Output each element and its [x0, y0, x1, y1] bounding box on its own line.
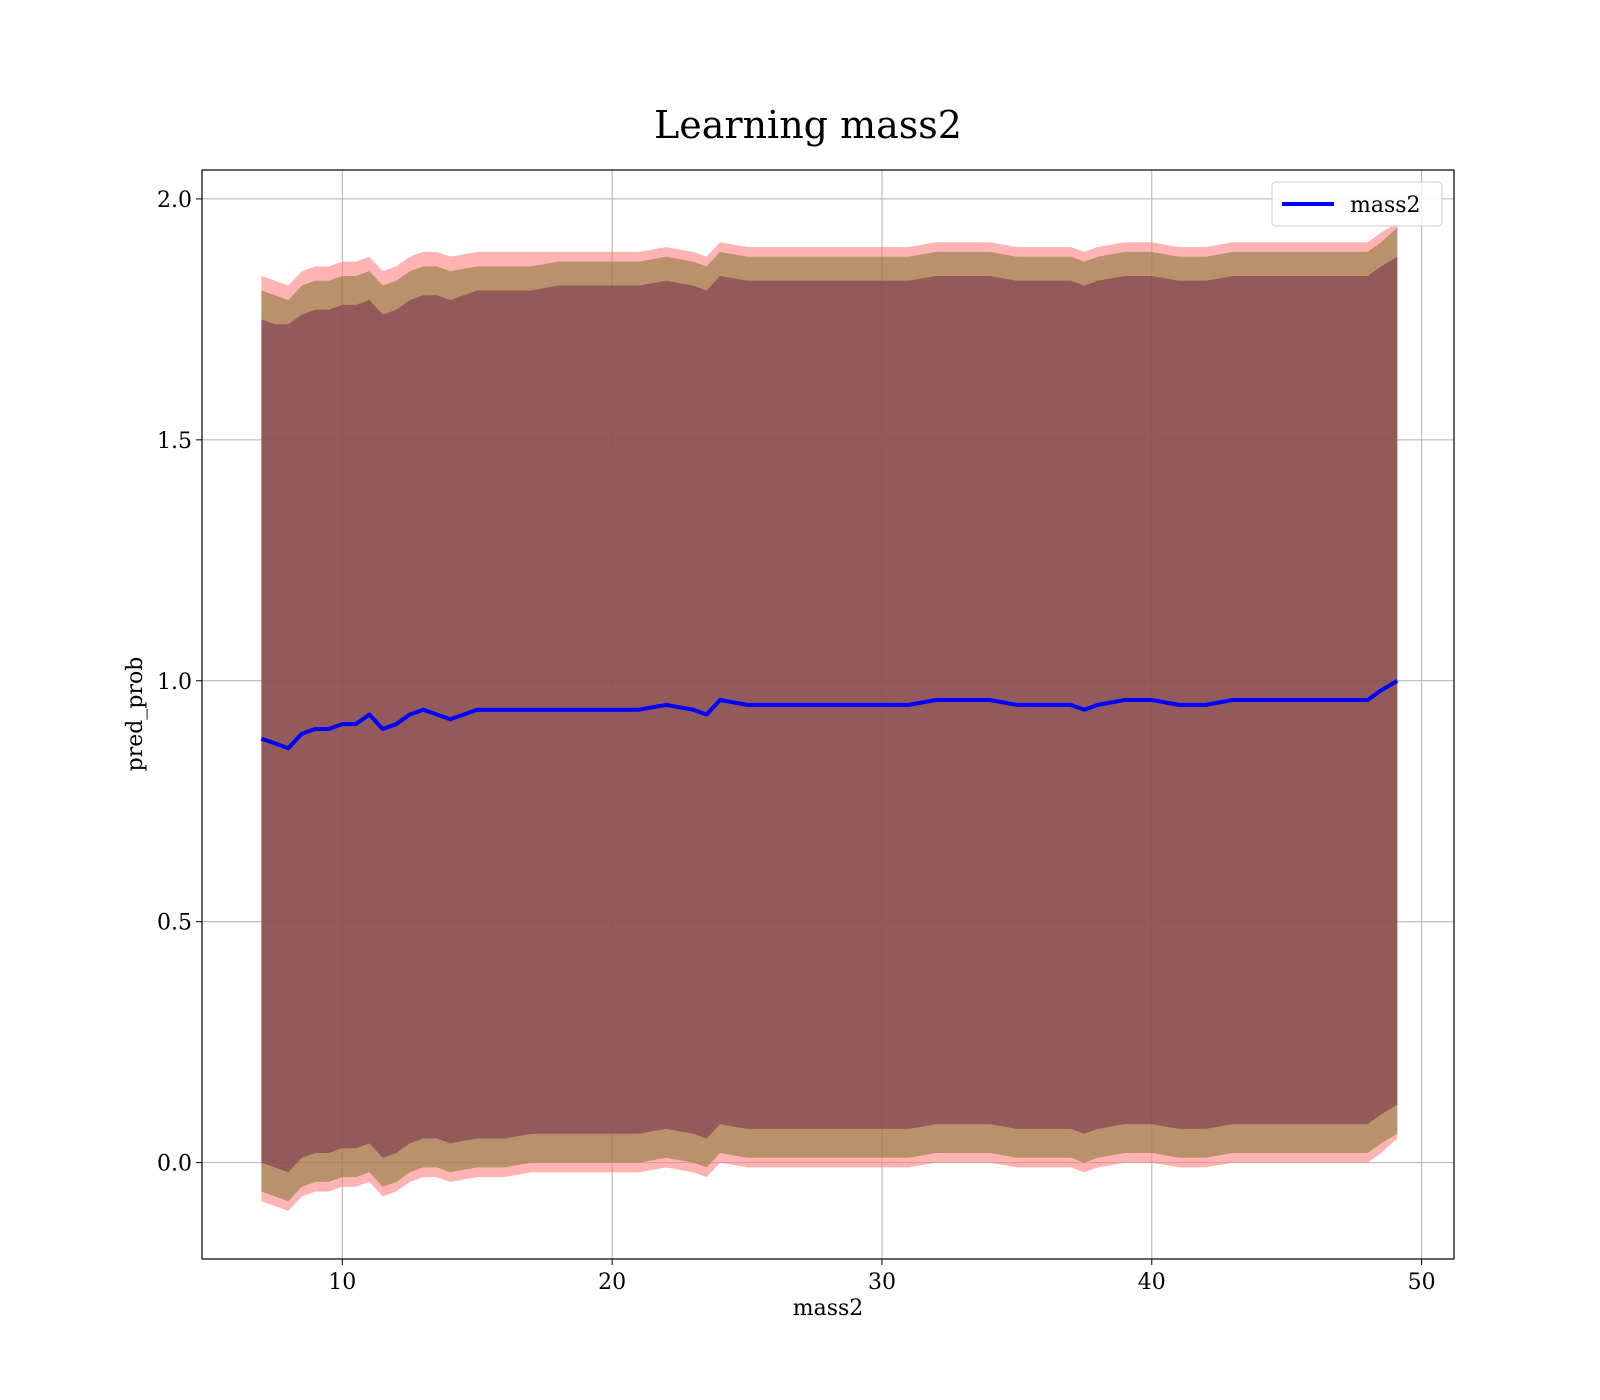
- y-tick-label: 2.0: [157, 188, 192, 213]
- x-tick-label: 30: [868, 1270, 896, 1295]
- chart-title: Learning mass2: [654, 103, 962, 147]
- x-tick-label: 10: [328, 1270, 356, 1295]
- confidence-band: [261, 256, 1398, 1173]
- y-tick-label: 1.5: [157, 429, 192, 454]
- x-tick-label: 40: [1138, 1270, 1166, 1295]
- series-lines: [260, 679, 1399, 751]
- y-axis-label: pred_prob: [123, 657, 148, 772]
- y-tick-label: 0.0: [157, 1152, 192, 1177]
- legend-box: [1271, 181, 1443, 227]
- y-tick-label: 0.5: [157, 911, 192, 936]
- x-tick-label: 50: [1408, 1270, 1436, 1295]
- legend-label: mass2: [1350, 193, 1421, 218]
- axis-ticks: 10 20 30 40 50 0.0 0.5 1.0 1.5 2.0: [157, 188, 1436, 1295]
- series-line: [260, 679, 1399, 751]
- x-tick-label: 20: [598, 1270, 626, 1295]
- y-tick-label: 1.0: [157, 670, 192, 695]
- x-axis-label: mass2: [793, 1296, 864, 1321]
- confidence-bands: [261, 223, 1398, 1211]
- legend: mass2: [1271, 181, 1443, 227]
- plot-frame: [201, 169, 1455, 1260]
